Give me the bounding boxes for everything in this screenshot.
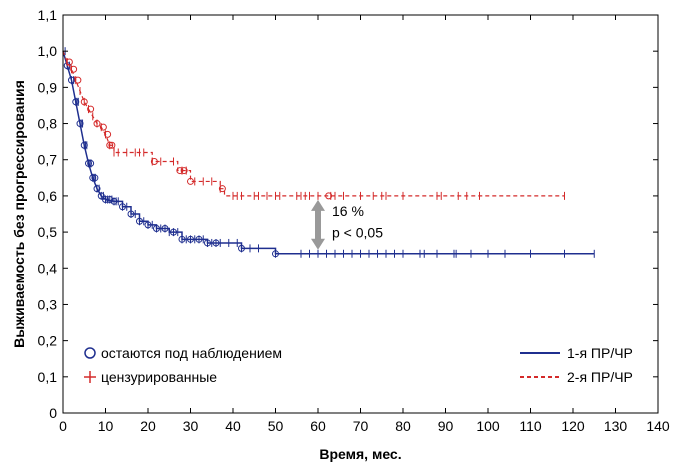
observed-circle xyxy=(104,130,112,138)
legend-markers: остаются под наблюдением цензурированные xyxy=(84,345,282,385)
legend-series-label: 2-я ПР/ЧР xyxy=(567,369,633,385)
observed-circle xyxy=(85,159,92,167)
x-tick-label: 60 xyxy=(310,418,326,434)
observed-circle xyxy=(97,192,105,200)
y-tick-label: 0,5 xyxy=(38,224,58,240)
x-tick-label: 130 xyxy=(604,418,628,434)
observed-circle xyxy=(87,105,95,113)
observed-circle xyxy=(150,158,158,166)
observed-circle xyxy=(99,123,107,131)
series-line-2 xyxy=(62,50,565,197)
legend-circle-icon xyxy=(84,347,96,359)
x-tick-label: 70 xyxy=(353,418,369,434)
observed-circle xyxy=(127,210,135,218)
y-tick-label: 0,2 xyxy=(38,333,58,349)
observed-circle xyxy=(70,65,78,73)
observed-circle xyxy=(89,174,97,182)
observed-circle xyxy=(87,159,95,167)
y-tick-label: 1,0 xyxy=(38,43,58,59)
y-tick-label: 0 xyxy=(49,405,57,421)
x-tick-label: 110 xyxy=(519,418,542,434)
x-tick-label: 30 xyxy=(183,418,199,434)
y-tick-label: 0,6 xyxy=(38,188,58,204)
observed-circle xyxy=(272,250,279,258)
y-tick-label: 0,9 xyxy=(38,79,58,95)
arrow-head-up xyxy=(311,199,325,211)
observed-circle xyxy=(325,192,333,200)
observed-circle xyxy=(74,76,82,84)
observed-circle xyxy=(136,217,143,225)
observed-circle xyxy=(161,224,169,232)
observed-circle xyxy=(65,58,73,66)
observed-circle xyxy=(93,120,101,128)
observed-circle xyxy=(72,98,80,106)
observed-circle xyxy=(187,235,194,243)
observed-circle xyxy=(204,239,211,247)
observed-circle xyxy=(212,239,220,247)
x-tick-label: 120 xyxy=(561,418,585,434)
plot-area xyxy=(62,47,595,258)
y-tick-label: 0,4 xyxy=(38,260,58,276)
observed-circle xyxy=(93,185,101,193)
observed-circle xyxy=(180,167,188,175)
x-tick-label: 50 xyxy=(268,418,284,434)
observed-circle xyxy=(144,221,152,229)
observed-circle xyxy=(176,167,184,175)
legend-marker-label: остаются под наблюдением xyxy=(101,345,282,361)
observed-circle xyxy=(178,235,186,243)
observed-circle xyxy=(102,196,109,204)
x-tick-label: 90 xyxy=(438,418,454,434)
x-tick-label: 20 xyxy=(140,418,156,434)
series-line-1 xyxy=(62,50,595,255)
x-tick-label: 10 xyxy=(98,418,114,434)
x-tick-label: 80 xyxy=(395,418,411,434)
y-tick-label: 1,1 xyxy=(38,7,58,23)
observed-circle xyxy=(108,141,116,149)
arrow-head-down xyxy=(311,238,325,250)
observed-circle xyxy=(187,177,194,185)
observed-circle xyxy=(153,224,160,232)
x-tick-label: 100 xyxy=(476,418,500,434)
x-axis-label: Время, мес. xyxy=(319,446,401,462)
observed-circle xyxy=(195,235,203,243)
legend-marker-label: цензурированные xyxy=(101,369,217,385)
annotation-pvalue: p < 0,05 xyxy=(332,225,383,241)
legend-lines: 1-я ПР/ЧР 2-я ПР/ЧР xyxy=(520,345,633,385)
observed-circle xyxy=(238,244,245,252)
observed-circle xyxy=(80,98,88,106)
legend-series-label: 1-я ПР/ЧР xyxy=(567,345,633,361)
observed-circle xyxy=(110,197,118,205)
observed-circle xyxy=(80,141,88,149)
observed-circle xyxy=(106,196,114,204)
observed-circle xyxy=(119,203,126,211)
axis-ticks: 0 10 20 30 40 50 60 70 80 90 100 110 120 130 140 0 0,1 0,… xyxy=(38,7,670,434)
x-tick-label: 0 xyxy=(59,418,67,434)
observed-circle xyxy=(170,228,177,236)
observed-circle xyxy=(91,174,99,182)
y-tick-label: 0,3 xyxy=(38,296,58,312)
x-tick-label: 40 xyxy=(225,418,241,434)
y-tick-label: 0,8 xyxy=(38,116,58,132)
observed-circle xyxy=(106,141,114,149)
observed-circle xyxy=(76,120,84,128)
x-tick-label: 140 xyxy=(646,418,670,434)
y-tick-label: 0,7 xyxy=(38,152,58,168)
annotation-percent: 16 % xyxy=(332,203,364,219)
y-axis-label: Выживаемость без прогрессирования xyxy=(11,80,27,348)
difference-annotation: 16 % p < 0,05 xyxy=(311,199,383,250)
observed-circle xyxy=(218,185,226,193)
y-tick-label: 0,1 xyxy=(38,369,58,385)
